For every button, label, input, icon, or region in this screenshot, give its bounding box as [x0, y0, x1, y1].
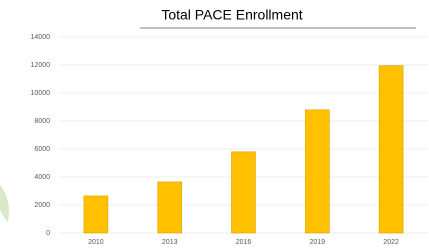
y-tick-label: 2000: [34, 202, 50, 209]
bar: [158, 182, 182, 233]
chart: Total PACE Enrollment 0 2000 4000 6000 8000 1…: [0, 0, 429, 249]
y-tick-label: 4000: [34, 174, 50, 181]
bar: [379, 66, 403, 233]
bar: [232, 152, 256, 233]
x-tick-label: 2019: [310, 239, 326, 246]
y-tick-label: 12000: [31, 62, 51, 69]
y-tick-label: 0: [46, 230, 50, 237]
y-tick-label: 6000: [34, 146, 50, 153]
chart-title: Total PACE Enrollment: [161, 7, 302, 23]
x-tick-label: 2010: [88, 239, 104, 246]
y-tick-label: 14000: [31, 34, 51, 41]
bar: [84, 196, 108, 233]
x-tick-label: 2022: [383, 239, 399, 246]
decoration: [0, 185, 9, 222]
x-tick-label: 2016: [236, 239, 252, 246]
y-tick-label: 8000: [34, 118, 50, 125]
bar: [305, 110, 329, 233]
x-tick-label: 2013: [162, 239, 178, 246]
y-tick-label: 10000: [31, 90, 51, 97]
